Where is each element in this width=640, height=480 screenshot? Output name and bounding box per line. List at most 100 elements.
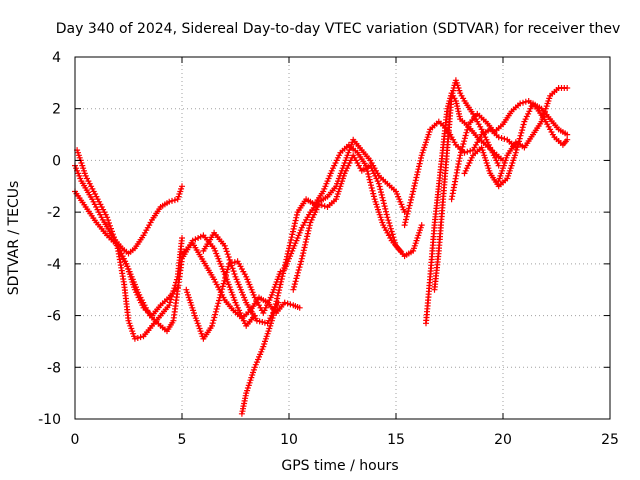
y-tick-label: 4	[52, 50, 61, 66]
data-point	[279, 273, 286, 280]
data-point	[278, 278, 285, 285]
data-point	[370, 190, 377, 197]
data-point	[110, 234, 117, 241]
data-point	[167, 299, 173, 306]
x-tick-label: 20	[494, 432, 512, 448]
data-point	[402, 219, 409, 226]
data-point	[209, 320, 216, 327]
y-tick-label: 0	[52, 153, 61, 169]
series-track-7	[200, 229, 282, 327]
x-tick-label: 0	[71, 432, 80, 448]
data-point	[271, 306, 278, 313]
data-point	[291, 283, 298, 290]
data-point	[520, 121, 527, 128]
data-point	[383, 208, 389, 215]
data-point	[111, 236, 118, 243]
data-point	[513, 146, 520, 153]
data-point	[106, 220, 112, 226]
x-tick-label: 5	[178, 432, 187, 448]
data-point	[295, 267, 302, 273]
data-point	[365, 173, 372, 180]
data-point	[519, 124, 526, 131]
data-point	[276, 287, 283, 294]
data-point	[223, 272, 229, 279]
data-point	[458, 146, 465, 153]
data-point	[296, 264, 303, 271]
data-point	[292, 278, 299, 285]
data-point	[526, 108, 533, 115]
data-point	[105, 217, 112, 224]
data-point	[460, 141, 467, 147]
data-point	[406, 202, 413, 209]
data-point	[302, 241, 309, 248]
data-point	[407, 199, 414, 206]
data-point	[541, 108, 548, 115]
series-track-5	[179, 240, 303, 322]
data-point	[112, 239, 119, 246]
data-point	[381, 203, 388, 210]
series-track-9	[281, 136, 408, 272]
plot-area	[72, 77, 571, 417]
data-point	[291, 281, 298, 288]
series-line-track-8	[240, 143, 402, 415]
data-point	[225, 263, 232, 270]
series-track-3	[74, 147, 185, 342]
x-tick-label: 10	[280, 432, 298, 448]
data-point	[210, 317, 217, 324]
series-line-track-1	[74, 165, 183, 255]
data-point	[387, 222, 393, 229]
data-point	[219, 286, 226, 293]
data-point	[520, 99, 526, 106]
data-point	[281, 299, 288, 306]
data-point	[229, 265, 236, 272]
data-point	[214, 303, 221, 310]
data-point	[223, 248, 230, 255]
data-point	[412, 180, 419, 187]
data-point	[298, 258, 305, 265]
data-point	[221, 242, 228, 249]
data-point	[389, 231, 396, 238]
data-point	[501, 135, 508, 142]
data-point	[408, 196, 414, 203]
data-point	[222, 245, 229, 252]
data-point	[418, 155, 424, 161]
data-point	[410, 188, 417, 195]
data-point	[380, 200, 387, 207]
data-point	[224, 266, 231, 273]
data-point	[230, 268, 237, 275]
data-point	[294, 272, 301, 279]
data-point	[131, 335, 138, 342]
data-point	[401, 222, 408, 229]
data-point	[321, 203, 328, 210]
data-point	[213, 306, 220, 312]
x-axis-label: GPS time / hours	[281, 458, 398, 474]
data-point	[405, 205, 412, 212]
y-tick-label: -4	[47, 257, 61, 273]
y-tick-label: -8	[47, 360, 61, 376]
data-point	[107, 222, 113, 229]
data-point	[231, 271, 238, 277]
data-point	[448, 92, 455, 99]
y-tick-label: -2	[47, 205, 61, 221]
data-point	[459, 143, 466, 150]
data-point	[365, 171, 372, 177]
data-point	[465, 124, 471, 130]
data-point	[498, 135, 505, 141]
data-point	[413, 174, 420, 181]
y-axis-label: SDTVAR / TECUs	[6, 181, 22, 296]
data-point	[274, 295, 281, 302]
data-point	[290, 225, 297, 232]
data-point	[221, 277, 228, 284]
data-point	[296, 304, 303, 311]
data-point	[462, 132, 469, 139]
data-point	[403, 216, 409, 223]
data-point	[169, 197, 175, 204]
data-point	[166, 302, 173, 309]
data-point	[461, 135, 468, 142]
data-point	[564, 136, 571, 143]
data-point	[404, 210, 411, 217]
data-point	[166, 198, 173, 205]
x-tick-label: 15	[387, 432, 405, 448]
data-point	[464, 126, 471, 133]
data-point	[284, 300, 291, 307]
